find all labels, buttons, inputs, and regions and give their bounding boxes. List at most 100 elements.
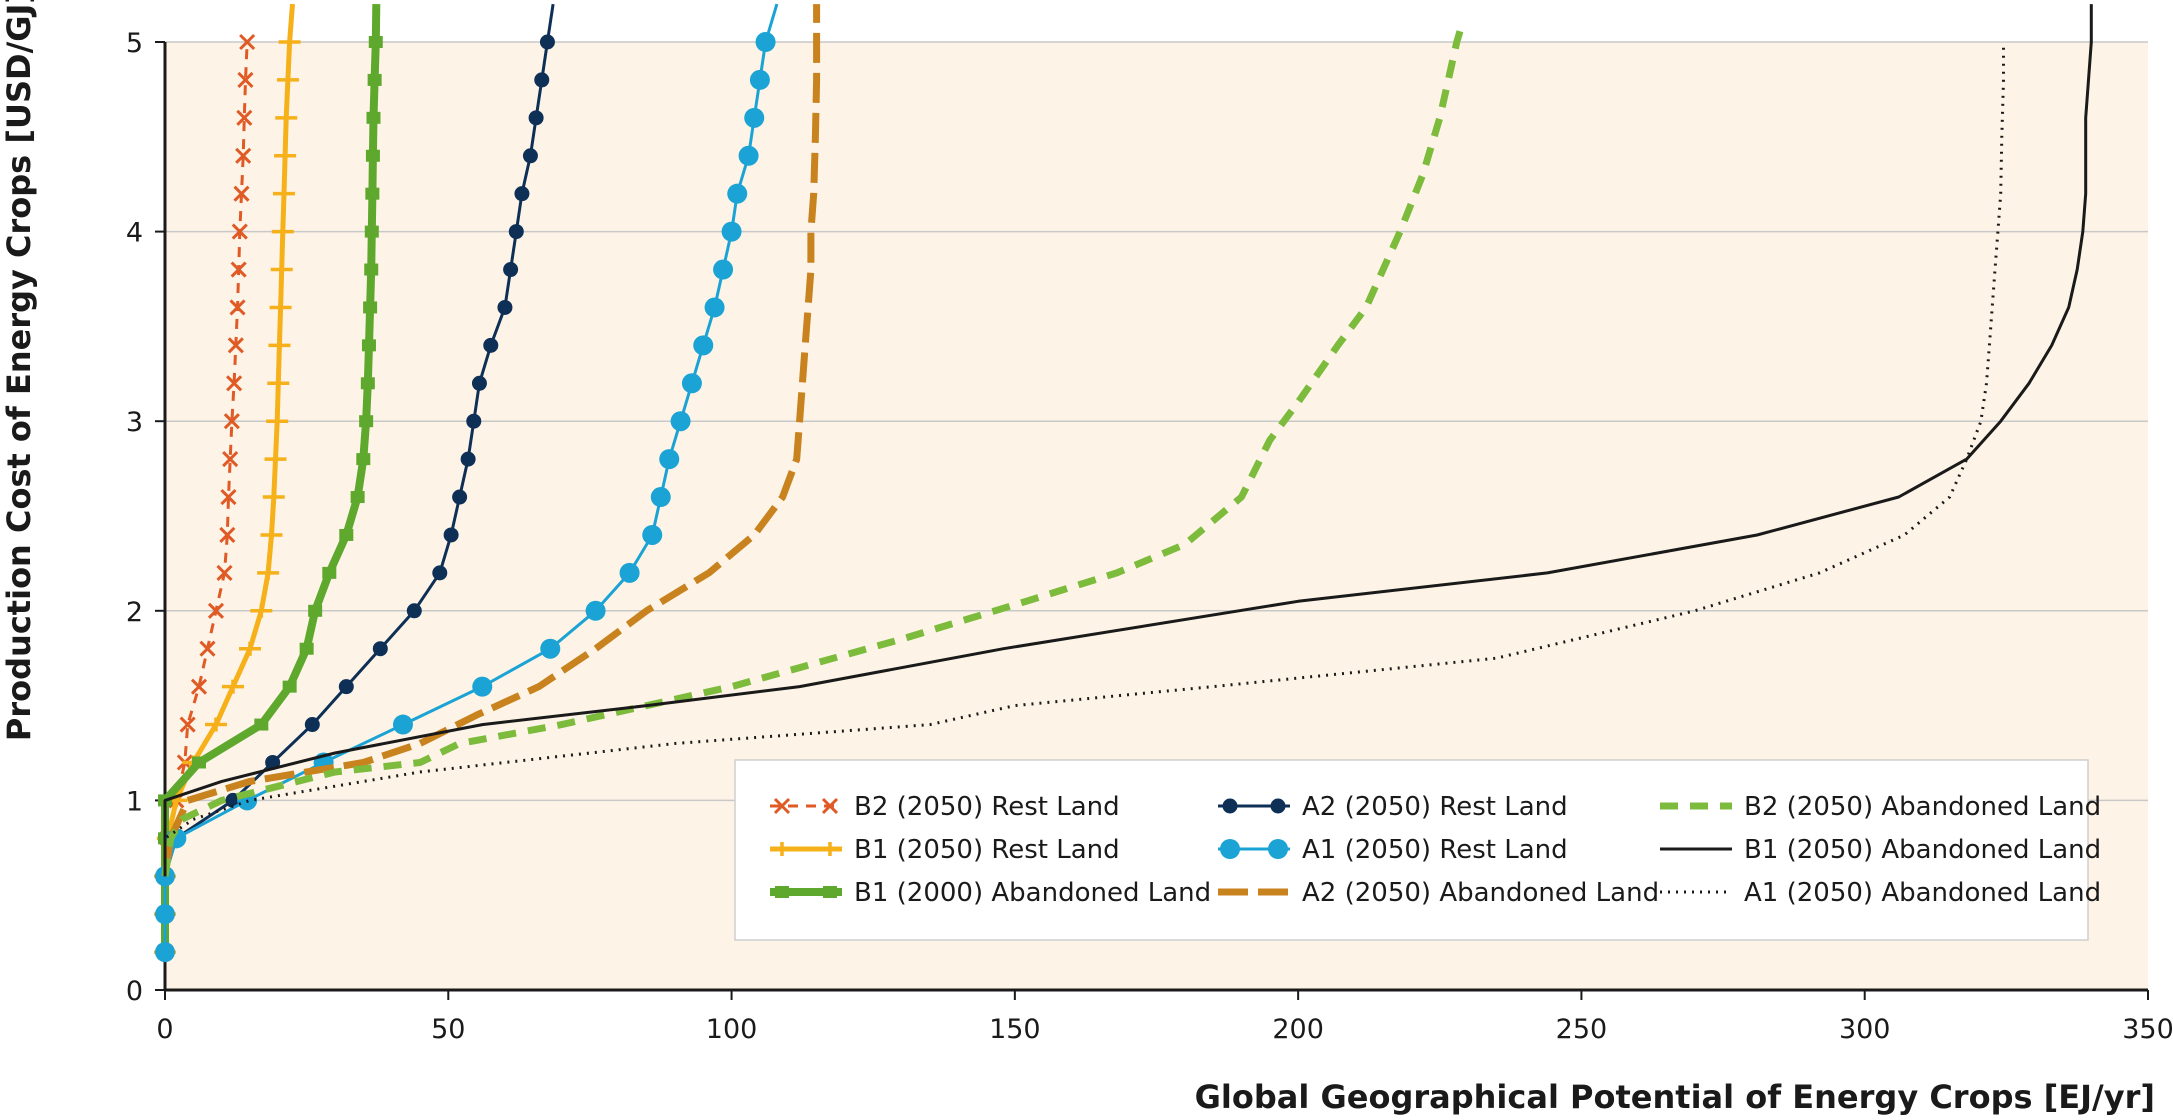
data-point bbox=[271, 224, 294, 239]
data-point bbox=[534, 72, 550, 88]
y-tick-label: 4 bbox=[126, 218, 143, 249]
x-tick-label: 150 bbox=[989, 1014, 1041, 1045]
data-point bbox=[191, 756, 206, 769]
y-tick-label: 3 bbox=[126, 407, 143, 438]
legend-label: B2 (2050) Rest Land bbox=[854, 792, 1120, 822]
legend-marker bbox=[1268, 839, 1288, 859]
data-point bbox=[367, 73, 382, 86]
data-point bbox=[155, 942, 175, 963]
data-point bbox=[392, 714, 413, 735]
x-tick-label: 250 bbox=[1556, 1014, 1608, 1045]
data-point bbox=[221, 679, 244, 694]
data-point bbox=[522, 148, 538, 164]
legend-label: B1 (2050) Abandoned Land bbox=[1744, 835, 2101, 865]
legend-label: B1 (2000) Abandoned Land bbox=[854, 878, 1211, 908]
data-point bbox=[223, 413, 240, 430]
legend-entry: A2 (2050) Rest Land bbox=[1218, 792, 1568, 822]
data-point bbox=[267, 376, 290, 391]
x-tick-label: 50 bbox=[431, 1014, 465, 1045]
data-point bbox=[483, 337, 499, 353]
data-point bbox=[659, 449, 680, 470]
legend-marker bbox=[1270, 798, 1286, 814]
data-point bbox=[359, 415, 374, 428]
data-point bbox=[257, 565, 280, 580]
legend-entry: B2 (2050) Rest Land bbox=[770, 792, 1120, 822]
legend-entry: B1 (2000) Abandoned Land bbox=[770, 878, 1211, 908]
data-point bbox=[322, 566, 337, 579]
data-point bbox=[365, 187, 380, 200]
data-point bbox=[308, 604, 323, 617]
data-point bbox=[704, 297, 725, 318]
data-point bbox=[466, 413, 482, 429]
series-4 bbox=[155, 3, 779, 963]
data-point bbox=[497, 299, 513, 315]
series-layer bbox=[154, 3, 2093, 963]
data-point bbox=[727, 183, 748, 204]
data-point bbox=[260, 527, 283, 542]
data-point bbox=[364, 263, 379, 276]
data-point bbox=[204, 717, 227, 732]
data-point bbox=[231, 223, 248, 240]
data-point bbox=[460, 451, 476, 467]
series-7 bbox=[163, 4, 2093, 877]
y-tick-label: 2 bbox=[126, 597, 143, 628]
data-point bbox=[471, 375, 487, 391]
data-point bbox=[278, 35, 301, 49]
data-point bbox=[443, 527, 459, 543]
data-point bbox=[282, 680, 297, 693]
data-point bbox=[528, 110, 544, 126]
data-point bbox=[268, 338, 291, 353]
series-5 bbox=[161, 4, 821, 877]
data-point bbox=[338, 679, 354, 695]
data-point bbox=[272, 186, 295, 201]
y-tick-label: 5 bbox=[126, 28, 143, 59]
data-point bbox=[216, 564, 233, 581]
legend: B2 (2050) Rest Land B1 (2050) Rest Land B1… bbox=[734, 759, 2101, 941]
data-point bbox=[361, 339, 376, 352]
legend-marker bbox=[823, 886, 837, 898]
data-point bbox=[199, 640, 216, 657]
data-point bbox=[276, 72, 299, 87]
data-point bbox=[364, 225, 379, 238]
data-point bbox=[472, 676, 493, 697]
data-point bbox=[503, 262, 519, 278]
data-point bbox=[738, 145, 759, 166]
data-point bbox=[262, 490, 285, 505]
data-point bbox=[230, 261, 247, 278]
legend-marker bbox=[775, 886, 789, 898]
legend-entry: B1 (2050) Rest Land bbox=[770, 835, 1120, 865]
data-point bbox=[693, 335, 714, 356]
data-point bbox=[744, 107, 765, 128]
series-line bbox=[161, 4, 821, 877]
data-point bbox=[250, 603, 273, 618]
x-tick-label: 200 bbox=[1272, 1014, 1324, 1045]
data-point bbox=[681, 373, 702, 394]
data-point bbox=[749, 69, 770, 90]
data-point bbox=[254, 718, 269, 731]
legend-entry: A1 (2050) Abandoned Land bbox=[1660, 878, 2101, 908]
data-point bbox=[274, 148, 297, 163]
x-tick-label: 0 bbox=[156, 1014, 173, 1045]
legend-label: A2 (2050) Rest Land bbox=[1302, 792, 1568, 822]
legend-label: A2 (2050) Abandoned Land bbox=[1302, 878, 1659, 908]
data-point bbox=[619, 562, 640, 583]
data-point bbox=[365, 149, 380, 162]
data-point bbox=[238, 641, 261, 656]
legend-marker bbox=[819, 842, 841, 856]
data-point bbox=[755, 32, 776, 52]
data-point bbox=[222, 451, 239, 468]
series-line bbox=[163, 4, 2093, 877]
data-point bbox=[220, 488, 237, 506]
data-point bbox=[508, 224, 524, 240]
tick-labels: 0 50 100 150 200 250 300 350 0 1 2 3 4 5 bbox=[126, 28, 2173, 1045]
data-point bbox=[235, 147, 252, 164]
data-point bbox=[539, 34, 555, 50]
series-line bbox=[161, 4, 381, 953]
data-point bbox=[350, 491, 365, 504]
y-tick-label: 1 bbox=[126, 786, 143, 817]
data-point bbox=[264, 452, 287, 467]
data-point bbox=[299, 642, 314, 655]
data-point bbox=[269, 300, 292, 315]
legend-label: B1 (2050) Rest Land bbox=[854, 835, 1120, 865]
